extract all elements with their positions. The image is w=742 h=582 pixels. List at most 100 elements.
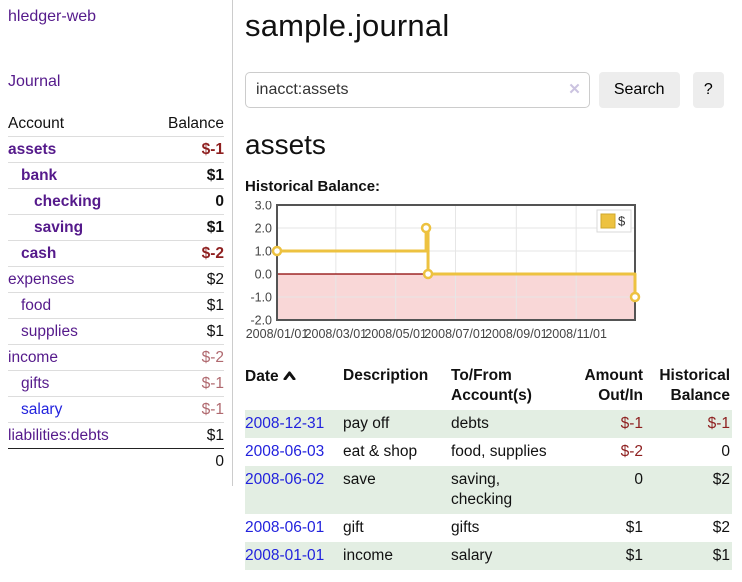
- nav-journal-link[interactable]: Journal: [8, 73, 60, 90]
- svg-text:2008/11/01: 2008/11/01: [545, 327, 607, 341]
- account-balance: $1: [147, 293, 224, 319]
- page-title: sample.journal: [245, 8, 724, 44]
- account-row: income $-2: [8, 345, 224, 371]
- account-link-supplies[interactable]: supplies: [21, 323, 78, 340]
- register-header-balance: Historical Balance: [645, 364, 732, 410]
- account-name-cell: expenses: [8, 267, 147, 293]
- account-link-assets[interactable]: assets: [8, 141, 56, 158]
- account-balance: $-1: [147, 397, 224, 423]
- transaction-balance-cell: $1: [645, 542, 732, 570]
- account-name-cell: checking: [8, 189, 147, 215]
- help-button[interactable]: ?: [693, 72, 724, 108]
- account-link-cash[interactable]: cash: [21, 245, 56, 262]
- account-name-cell: income: [8, 345, 147, 371]
- search-box: ✕: [245, 72, 590, 108]
- account-heading: assets: [245, 129, 724, 161]
- brand-link[interactable]: hledger-web: [8, 8, 96, 25]
- transaction-description-cell: gift: [343, 514, 451, 542]
- svg-text:2008/09/01: 2008/09/01: [485, 327, 548, 341]
- account-name-cell: food: [8, 293, 147, 319]
- transaction-row: 2008-06-03eat & shopfood, supplies$-20: [245, 438, 732, 466]
- account-link-liabilities-debts[interactable]: liabilities:debts: [8, 427, 109, 444]
- transaction-date-link[interactable]: 2008-06-03: [245, 443, 324, 460]
- account-balance: $1: [147, 319, 224, 345]
- account-row: bank$1: [8, 163, 224, 189]
- transaction-date-cell: 2008-06-03: [245, 438, 343, 466]
- chart-canvas: 3.02.01.00.0-1.0-2.02008/01/012008/03/01…: [245, 201, 742, 351]
- sidebar-nav: Journal: [8, 73, 224, 91]
- svg-text:0.0: 0.0: [255, 268, 272, 282]
- accounts-total-row: 0: [8, 449, 224, 475]
- account-link-bank[interactable]: bank: [21, 167, 57, 184]
- transaction-date-link[interactable]: 2008-01-01: [245, 547, 324, 564]
- transaction-row: 2008-06-01giftgifts$1$2: [245, 514, 732, 542]
- search-button[interactable]: Search: [599, 72, 680, 108]
- transaction-accounts-cell: saving, checking: [451, 466, 567, 514]
- account-balance: $1: [147, 423, 224, 449]
- account-row: saving $1: [8, 215, 224, 241]
- accounts-header-account: Account: [8, 112, 147, 137]
- account-link-checking[interactable]: checking: [34, 193, 101, 210]
- app-brand: hledger-web: [8, 8, 224, 26]
- transaction-date-cell: 2008-06-01: [245, 514, 343, 542]
- sidebar: hledger-web Journal Account Balance asse…: [0, 0, 233, 486]
- transaction-balance-cell: 0: [645, 438, 732, 466]
- svg-text:2008/05/01: 2008/05/01: [364, 327, 427, 341]
- svg-text:2008/03/01: 2008/03/01: [305, 327, 368, 341]
- transaction-date-cell: 2008-01-01: [245, 542, 343, 570]
- account-name-cell: gifts: [8, 371, 147, 397]
- account-link-saving[interactable]: saving: [34, 219, 83, 236]
- historical-balance-chart: 3.02.01.00.0-1.0-2.02008/01/012008/03/01…: [245, 201, 724, 351]
- transaction-accounts-cell: food, supplies: [451, 438, 567, 466]
- account-row: checking 0: [8, 189, 224, 215]
- account-balance: $2: [147, 267, 224, 293]
- svg-text:2008/01/01: 2008/01/01: [246, 327, 309, 341]
- transaction-accounts-cell: debts: [451, 410, 567, 438]
- accounts-total-value: 0: [8, 449, 224, 475]
- accounts-table: Account Balance assets$-1bank$1checking0…: [8, 112, 224, 474]
- register-table: Date Description To/From Account(s) Amou…: [245, 364, 732, 570]
- account-balance: 0: [147, 189, 224, 215]
- hledger-web-app: hledger-web Journal Account Balance asse…: [0, 0, 742, 582]
- account-link-expenses[interactable]: expenses: [8, 271, 74, 288]
- svg-text:2.0: 2.0: [255, 222, 272, 236]
- search-row: ✕ Search ?: [245, 72, 724, 108]
- transaction-date-link[interactable]: 2008-06-02: [245, 471, 324, 488]
- svg-text:-2.0: -2.0: [250, 314, 272, 328]
- account-link-income[interactable]: income: [8, 349, 58, 366]
- transaction-amount-cell: $1: [567, 542, 645, 570]
- transaction-date-link[interactable]: 2008-12-31: [245, 415, 324, 432]
- transaction-row: 2008-12-31pay offdebts$-1$-1: [245, 410, 732, 438]
- account-row: salary $-1: [8, 397, 224, 423]
- transaction-accounts-cell: salary: [451, 542, 567, 570]
- account-name-cell: salary: [8, 397, 147, 423]
- svg-text:$: $: [618, 214, 626, 229]
- svg-text:1.0: 1.0: [255, 245, 272, 259]
- account-link-salary[interactable]: salary: [21, 401, 62, 418]
- transaction-date-cell: 2008-06-02: [245, 466, 343, 514]
- register-header-date[interactable]: Date: [245, 364, 343, 410]
- account-row: liabilities:debts $1: [8, 423, 224, 449]
- account-row: cash$-2: [8, 241, 224, 267]
- account-link-food[interactable]: food: [21, 297, 51, 314]
- register-header-accounts: To/From Account(s): [451, 364, 567, 410]
- account-balance: $-1: [147, 137, 224, 163]
- account-name-cell: assets: [8, 137, 147, 163]
- clear-search-icon[interactable]: ✕: [568, 81, 581, 99]
- account-balance: $-2: [147, 345, 224, 371]
- account-name-cell: supplies: [8, 319, 147, 345]
- account-balance: $1: [147, 215, 224, 241]
- transaction-date-link[interactable]: 2008-06-01: [245, 519, 324, 536]
- transaction-amount-cell: 0: [567, 466, 645, 514]
- account-link-gifts[interactable]: gifts: [21, 375, 49, 392]
- transaction-row: 2008-06-02savesaving, checking0$2: [245, 466, 732, 514]
- account-row: gifts$-1: [8, 371, 224, 397]
- svg-text:3.0: 3.0: [255, 201, 272, 213]
- accounts-header-balance: Balance: [147, 112, 224, 137]
- account-row: assets $-1: [8, 137, 224, 163]
- transaction-description-cell: eat & shop: [343, 438, 451, 466]
- transaction-balance-cell: $2: [645, 514, 732, 542]
- search-input[interactable]: [245, 72, 590, 108]
- account-name-cell: saving: [8, 215, 147, 241]
- chart-label: Historical Balance:: [245, 178, 724, 195]
